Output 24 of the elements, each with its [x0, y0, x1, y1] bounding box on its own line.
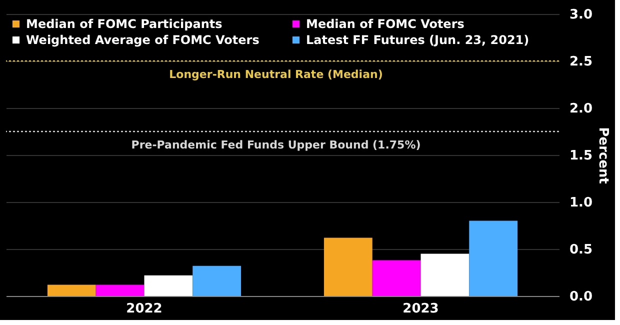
legend-label: Weighted Average of FOMC Voters — [26, 33, 260, 47]
x-tick-label: 2023 — [402, 302, 439, 316]
bar — [469, 220, 518, 296]
y-tick-label: 0.5 — [570, 242, 593, 258]
legend-label: Median of FOMC Participants — [26, 17, 222, 31]
bar — [420, 254, 470, 296]
y-tick-label: 2.5 — [570, 54, 593, 70]
y-tick-label: 3.0 — [570, 8, 593, 22]
bar — [372, 260, 421, 296]
ref-line-label: Longer-Run Neutral Rate (Median) — [169, 68, 383, 81]
y-tick-label: 1.0 — [570, 196, 593, 210]
bar — [144, 275, 193, 296]
x-tick-label: 2022 — [126, 302, 162, 316]
bar — [96, 284, 144, 296]
y-tick-label: 0.0 — [570, 290, 593, 304]
legend-label: Latest FF Futures (Jun. 23, 2021) — [306, 33, 530, 47]
bar — [324, 238, 372, 296]
y-tick-label: 2.0 — [570, 102, 593, 116]
bar — [192, 266, 242, 296]
ref-line-label: Pre-Pandemic Fed Funds Upper Bound (1.75%) — [131, 138, 421, 152]
y-axis-title: Percent — [596, 127, 611, 184]
y-tick-label: 1.5 — [570, 148, 593, 164]
bar — [47, 284, 96, 296]
legend-label: Median of FOMC Voters — [306, 17, 464, 31]
